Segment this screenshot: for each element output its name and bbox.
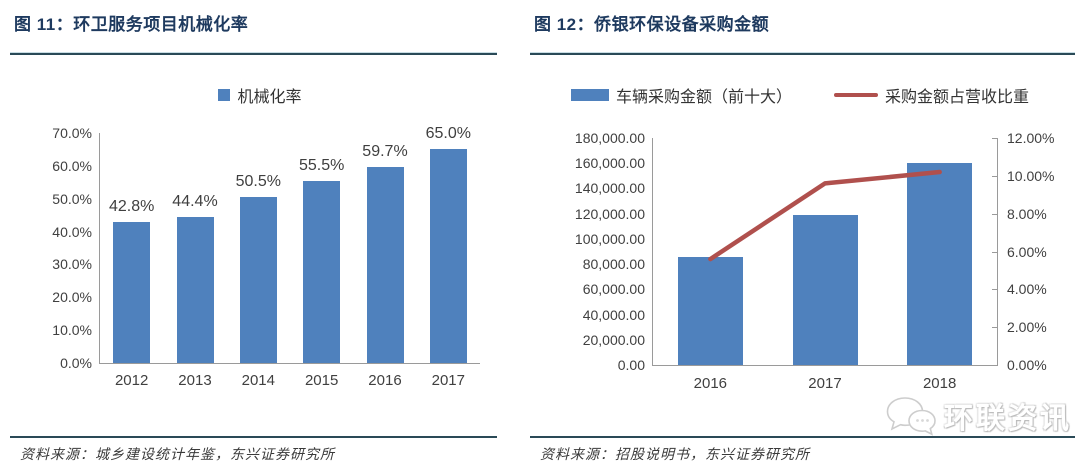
right-axis-tick [992, 213, 997, 215]
legend-item-label: 采购金额占营收比重 [885, 89, 1030, 106]
legend-line-swatch [834, 93, 878, 97]
right-axis-tick-label: 6.00% [1007, 243, 1047, 260]
x-axis-line [99, 363, 480, 364]
ratio-line-series [708, 169, 942, 262]
bar-2017 [429, 149, 467, 363]
y-axis-tick-label: 10.0% [52, 322, 92, 339]
bar-2013 [176, 217, 214, 363]
chat-bubbles-icon [884, 395, 938, 437]
legend-item: 采购金额占营收比重 [834, 83, 1029, 107]
right-axis-tick [992, 175, 997, 177]
bar-value-label: 65.0% [425, 125, 471, 143]
bar-2016 [366, 166, 404, 363]
left-axis-tick-label: 60,000.00 [582, 281, 645, 298]
left-axis-tick-label: 160,000.00 [574, 155, 645, 172]
x-axis-tick-label: 2012 [114, 372, 149, 389]
y-axis-tick-label: 30.0% [52, 256, 92, 273]
x-axis-tick-label: 2017 [431, 372, 465, 389]
left-axis-tick-label: 80,000.00 [582, 256, 645, 273]
x-axis-line [652, 365, 998, 366]
bar-2017 [792, 215, 858, 365]
bar-value-label: 44.4% [172, 193, 218, 211]
left-axis-tick-label: 100,000.00 [574, 230, 645, 247]
figure-12-source-rule [530, 436, 1075, 438]
x-axis-tick-label: 2013 [178, 372, 212, 389]
right-axis-tick-label: 8.00% [1007, 205, 1047, 222]
figure-11-legend: 机械化率 [0, 84, 520, 106]
y-axis-tick-label: 0.0% [60, 355, 92, 371]
x-axis-tick-label: 2017 [808, 375, 842, 392]
left-axis-tick-label: 120,000.00 [574, 205, 645, 222]
bar-value-label: 50.5% [235, 173, 281, 191]
left-axis-line [652, 138, 653, 365]
bar-2016 [677, 257, 743, 365]
watermark: 环联资讯 [878, 392, 1078, 440]
y-axis-tick-label: 60.0% [52, 157, 92, 174]
figure-11-source: 资料来源：城乡建设统计年鉴，东兴证券研究所 [20, 447, 335, 463]
figure-12-legend: 车辆采购金额（前十大） 采购金额占营收比重 [520, 84, 1080, 106]
x-axis-tick-label: 2018 [922, 375, 957, 392]
left-axis-tick-label: 140,000.00 [574, 180, 645, 197]
x-axis-tick-label: 2016 [368, 372, 402, 389]
bar-2018 [907, 163, 973, 365]
figure-12-panel: 图 12：侨银环保设备采购金额 车辆采购金额（前十大） 采购金额占营收比重 0.0… [520, 0, 1080, 471]
bar-value-label: 55.5% [298, 156, 345, 174]
figure-12-title-rule [530, 53, 1075, 55]
figure-11-source-rule [10, 436, 497, 438]
right-axis-tick [992, 138, 997, 139]
right-axis-tick-label: 10.00% [1007, 167, 1055, 184]
bar-2012 [113, 222, 151, 363]
right-axis-tick-label: 0.00% [1007, 357, 1047, 373]
legend-item-label: 机械化率 [237, 89, 302, 106]
bar-value-label: 59.7% [362, 142, 408, 160]
right-axis-tick [992, 327, 997, 329]
y-axis-tick-label: 20.0% [52, 289, 92, 306]
chart-left: 0.0% 10.0% 20.0% 30.0% 40.0% 50.0% 60.0% 70.0% 4… [0, 0, 520, 471]
left-axis-tick-label: 180,000.00 [574, 130, 645, 146]
y-axis-tick-label: 50.0% [52, 190, 92, 207]
figure-11-title-rule [10, 53, 497, 55]
x-axis-tick-label: 2016 [693, 375, 728, 392]
left-axis-tick-label: 40,000.00 [582, 306, 645, 323]
figure-11-title: 图 11：环卫服务项目机械化率 [14, 15, 249, 34]
right-axis-line [997, 138, 998, 365]
legend-item-label: 车辆采购金额（前十大） [615, 89, 792, 106]
right-axis-tick [992, 289, 997, 291]
legend-item: 车辆采购金额（前十大） [570, 83, 792, 107]
right-axis-tick [992, 251, 997, 253]
legend-item: 机械化率 [218, 83, 302, 107]
figure-11-panel: 图 11：环卫服务项目机械化率 机械化率 0.0% 10.0% 20.0% 30.0%… [0, 0, 520, 471]
right-axis-tick-label: 4.00% [1007, 281, 1047, 298]
x-axis-tick-label: 2014 [241, 372, 275, 389]
watermark-text: 环联资讯 [943, 403, 1072, 435]
legend-bar-swatch [218, 89, 231, 101]
figure-12-title: 图 12：侨银环保设备采购金额 [534, 15, 770, 34]
figure-12-source: 资料来源：招股说明书，东兴证券研究所 [540, 447, 810, 463]
chart-right: 0.00 20,000.00 40,000.00 60,000.00 80,000.00… [520, 0, 1080, 471]
bar-2015 [303, 180, 341, 363]
left-axis-tick-label: 20,000.00 [582, 331, 645, 348]
legend-bar-swatch [570, 89, 609, 101]
y-axis-tick-label: 70.0% [52, 125, 92, 141]
y-axis-line [99, 133, 100, 363]
right-axis-tick-label: 12.00% [1007, 130, 1055, 146]
right-axis-tick-label: 2.00% [1007, 319, 1047, 336]
bar-value-label: 42.8% [108, 198, 155, 216]
bar-2014 [239, 197, 277, 363]
x-axis-tick-label: 2015 [304, 372, 339, 389]
left-axis-tick-label: 0.00 [617, 357, 645, 373]
y-axis-tick-label: 40.0% [52, 223, 92, 240]
